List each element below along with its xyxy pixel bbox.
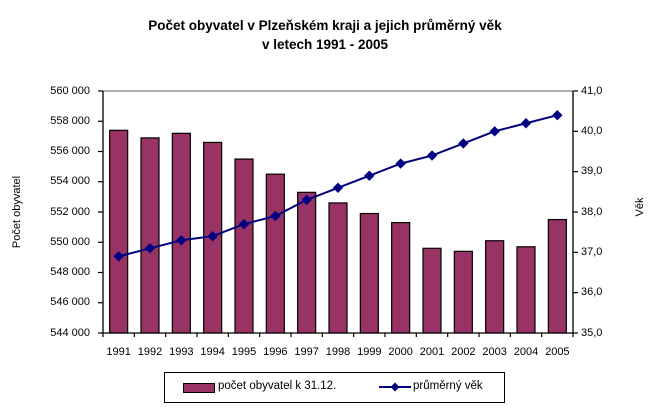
population-bar-2000 — [391, 221, 411, 334]
x-axis-tick-label: 1994 — [200, 346, 225, 358]
legend-line-marker-swatch — [379, 382, 411, 392]
left-axis-tick-label: 554 000 — [50, 175, 90, 188]
x-axis-tick-label: 1995 — [231, 346, 257, 358]
left-axis-tick-label: 558 000 — [50, 114, 90, 127]
left-axis-tick-label: 550 000 — [50, 235, 90, 248]
average-age-marker-1993 — [176, 235, 187, 246]
x-axis-tick-label: 1997 — [294, 346, 319, 358]
population-bar-2005 — [547, 218, 567, 334]
chart-title-line2: v letech 1991 - 2005 — [261, 37, 389, 52]
population-bar-1993 — [171, 132, 191, 334]
chart-title-line1: Počet obyvatel v Plzeňském kraji a jejic… — [148, 18, 502, 33]
population-bar-2003 — [485, 240, 505, 334]
right-axis-tick-label: 37,0 — [581, 245, 603, 258]
legend-line-label: průměrný věk — [413, 380, 483, 392]
population-bar-1997 — [297, 191, 317, 334]
x-axis-tick-label: 1999 — [357, 346, 382, 358]
x-axis-tick-label: 2002 — [451, 346, 476, 358]
average-age-marker-2001 — [426, 150, 438, 161]
right-axis-tick-label: 35,0 — [581, 326, 603, 339]
legend-box: počet obyvatel k 31.12. průměrný věk — [164, 372, 505, 403]
x-axis-tick-label: 1993 — [169, 346, 194, 358]
x-axis-tick-label: 1991 — [106, 346, 131, 358]
population-bar-2004 — [516, 246, 536, 334]
population-bar-1992 — [140, 137, 160, 334]
x-axis-tick-label: 1992 — [137, 346, 163, 358]
x-axis-tick-label: 2004 — [513, 346, 539, 358]
average-age-marker-1996 — [270, 210, 281, 222]
x-axis-tick-label: 2001 — [419, 346, 445, 358]
x-axis-tick-label: 2003 — [482, 346, 507, 358]
average-age-marker-1995 — [238, 218, 250, 230]
left-axis-tick-label: 544 000 — [50, 326, 90, 339]
population-bar-1995 — [234, 158, 254, 334]
average-age-marker-1991 — [113, 251, 124, 262]
right-axis-tick-label: 38,0 — [581, 205, 603, 218]
average-age-marker-2004 — [520, 118, 532, 129]
population-bar-1991 — [109, 129, 129, 334]
average-age-marker-1994 — [207, 230, 218, 242]
left-axis-tick-label: 546 000 — [50, 296, 90, 309]
legend-diamond-marker — [390, 382, 400, 392]
right-axis-tick-label: 40,0 — [581, 124, 603, 137]
population-bar-2001 — [422, 247, 442, 334]
legend-bar-swatch — [183, 383, 215, 393]
average-age-marker-1999 — [364, 170, 375, 181]
population-bar-1998 — [328, 202, 348, 334]
x-axis-tick-label: 2005 — [545, 346, 570, 358]
population-bar-1999 — [359, 212, 379, 334]
average-age-marker-1997 — [301, 194, 312, 206]
right-axis-tick-label: 39,0 — [581, 165, 603, 178]
right-axis-tick-label: 36,0 — [581, 286, 603, 299]
population-bar-1996 — [265, 173, 285, 334]
left-axis-tick-label: 556 000 — [50, 145, 90, 157]
average-age-marker-2003 — [489, 126, 500, 137]
legend-bar-label: počet obyvatel k 31.12. — [218, 380, 337, 392]
average-age-marker-1992 — [144, 243, 156, 254]
right-axis-tick-label: 41,0 — [581, 84, 603, 97]
average-age-marker-2000 — [395, 158, 406, 169]
left-axis-tick-label: 560 000 — [50, 84, 90, 97]
average-age-marker-2002 — [458, 138, 469, 149]
left-axis-tick-label: 552 000 — [50, 205, 90, 218]
left-axis-tick-label: 548 000 — [50, 266, 90, 278]
average-age-marker-2005 — [552, 109, 563, 121]
x-axis-tick-label: 2000 — [388, 346, 413, 358]
x-axis-tick-label: 1996 — [263, 346, 288, 358]
population-bar-2002 — [453, 250, 473, 334]
x-axis-tick-label: 1998 — [325, 346, 351, 358]
average-age-marker-1998 — [332, 182, 344, 194]
